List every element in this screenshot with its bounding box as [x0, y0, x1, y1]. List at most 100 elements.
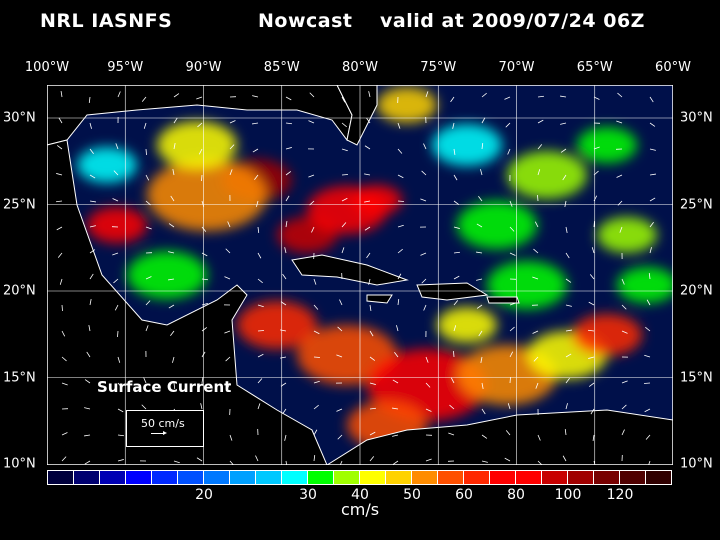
- current-arrow: [225, 356, 231, 362]
- current-arrow: [533, 248, 539, 254]
- current-arrow: [89, 225, 96, 228]
- current-speed-field: [77, 87, 673, 449]
- current-arrow: [341, 197, 348, 202]
- current-arrow: [369, 431, 376, 436]
- current-arrow: [341, 174, 349, 176]
- colorbar-swatch: [256, 471, 282, 484]
- lat-label-left: 15°N: [3, 370, 36, 385]
- current-arrow: [565, 304, 572, 307]
- current-arrow: [256, 200, 259, 207]
- current-arrow: [368, 278, 371, 285]
- colorbar-tick-label: 120: [606, 487, 634, 503]
- colorbar-unit: cm/s: [340, 500, 380, 519]
- current-speed-patch: [597, 217, 657, 253]
- current-arrow: [313, 404, 319, 410]
- current-arrow: [113, 170, 119, 176]
- current-arrow: [311, 226, 315, 233]
- current-arrow: [168, 304, 175, 309]
- colorbar-swatch: [412, 471, 438, 484]
- current-arrow: [225, 248, 231, 254]
- current-arrow: [649, 96, 654, 103]
- current-arrow: [285, 195, 290, 202]
- current-arrow: [172, 169, 175, 176]
- current-arrow: [644, 354, 651, 358]
- current-arrow: [648, 272, 651, 280]
- current-arrow: [481, 117, 486, 124]
- colorbar-tick-label: 40: [351, 487, 369, 503]
- current-arrow: [394, 351, 399, 358]
- current-arrow: [173, 93, 180, 98]
- current-arrow: [593, 220, 595, 228]
- current-arrow: [537, 434, 541, 441]
- current-speed-patch: [77, 147, 137, 183]
- current-arrow: [145, 174, 150, 181]
- current-arrow: [252, 148, 259, 153]
- current-arrow: [89, 299, 92, 306]
- current-arrow: [145, 226, 152, 230]
- current-arrow: [89, 122, 92, 129]
- reference-vector-label: 50 cm/s: [141, 417, 185, 430]
- current-arrow: [61, 356, 67, 362]
- current-arrow: [89, 174, 96, 179]
- current-arrow: [509, 252, 516, 256]
- colorbar-swatch: [542, 471, 568, 484]
- current-arrow: [562, 174, 567, 181]
- current-arrow: [61, 456, 67, 462]
- current-arrow: [565, 252, 570, 259]
- current-arrow: [366, 252, 371, 259]
- current-arrow: [565, 403, 568, 410]
- current-arrow: [396, 325, 399, 332]
- current-arrow: [392, 379, 399, 384]
- current-arrow: [282, 408, 287, 415]
- current-arrow: [481, 92, 487, 98]
- current-arrow: [397, 148, 403, 154]
- current-arrow: [565, 329, 572, 332]
- current-arrow: [60, 91, 63, 98]
- current-arrow: [537, 169, 541, 176]
- current-arrow: [89, 200, 96, 203]
- current-arrow: [255, 455, 259, 462]
- current-arrow: [173, 382, 176, 390]
- current-arrow: [505, 122, 511, 128]
- current-arrow: [201, 252, 208, 257]
- current-arrow: [285, 122, 293, 125]
- current-arrow: [84, 434, 91, 437]
- current-arrow: [117, 330, 119, 338]
- current-arrow: [425, 458, 432, 462]
- colorbar-swatch: [282, 471, 308, 484]
- current-arrow: [313, 330, 320, 335]
- colorbar-swatch: [646, 471, 671, 484]
- current-arrow: [341, 247, 345, 254]
- current-arrow: [117, 382, 123, 388]
- current-speed-patch: [297, 325, 397, 385]
- current-vectors: [55, 91, 656, 465]
- current-arrow: [507, 403, 511, 410]
- current-arrow: [173, 460, 180, 464]
- current-arrow: [587, 329, 595, 332]
- current-arrow: [112, 252, 119, 256]
- current-arrow: [644, 408, 651, 413]
- current-arrow: [227, 382, 231, 389]
- colorbar-swatch: [438, 471, 464, 484]
- current-arrow: [201, 303, 208, 306]
- current-arrow: [480, 356, 483, 363]
- current-arrow: [341, 148, 348, 152]
- colorbar-tick-label: 100: [554, 487, 582, 503]
- current-arrow: [645, 326, 651, 332]
- colorbar-swatch: [204, 471, 230, 484]
- current-arrow: [448, 432, 455, 436]
- current-arrow: [229, 434, 233, 441]
- current-arrow: [616, 120, 623, 124]
- current-arrow: [450, 377, 455, 384]
- current-arrow: [450, 96, 455, 103]
- current-arrow: [170, 330, 175, 337]
- current-arrow: [453, 275, 460, 280]
- current-speed-patch: [352, 185, 402, 215]
- lat-label-right: 20°N: [680, 283, 713, 299]
- current-arrow: [425, 408, 432, 412]
- current-arrow: [252, 122, 259, 125]
- current-arrow: [364, 145, 371, 150]
- current-arrow: [59, 278, 63, 285]
- colorbar-swatch: [386, 471, 412, 484]
- current-arrow: [565, 278, 572, 283]
